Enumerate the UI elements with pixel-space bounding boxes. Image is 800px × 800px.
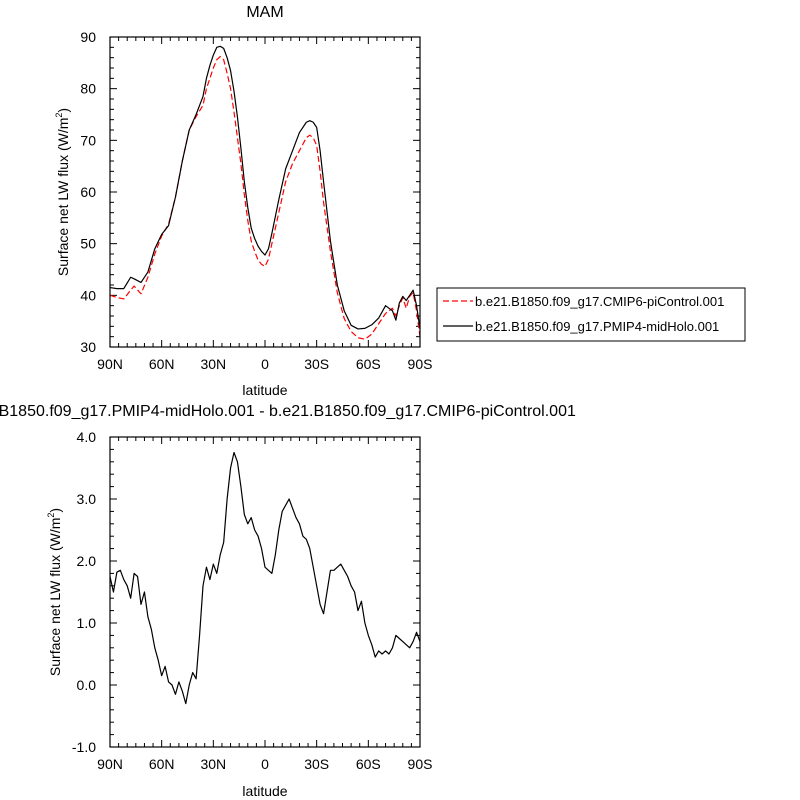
y-tick-label: 40 <box>80 287 96 303</box>
x-tick-label: 30S <box>304 756 329 772</box>
y-tick-label: 90 <box>80 29 96 45</box>
y-axis-label-superscript: 2 <box>46 513 56 518</box>
y-axis-label-main: Surface net LW flux (W/m <box>55 118 71 276</box>
series-line-0 <box>109 56 421 340</box>
y-axis-label-main: Surface net LW flux (W/m <box>47 518 63 676</box>
x-tick-label: 0 <box>261 356 269 372</box>
panel-bottom: b.e21.B1850.f09_g17.PMIP4-midHolo.001 - … <box>0 403 576 799</box>
y-tick-label: 80 <box>80 81 96 97</box>
y-tick-label: 0.0 <box>77 677 97 693</box>
panel-top: MAM 90N 60N 30N 0 30S 60S 90S 30 40 50 60 70 80 90 la… <box>54 4 746 398</box>
y-tick-label: 1.0 <box>77 615 97 631</box>
x-tick-label: 0 <box>261 756 269 772</box>
y-tick-label: 60 <box>80 184 96 200</box>
x-tick-label: 60N <box>149 756 175 772</box>
series-line-0 <box>109 451 421 705</box>
y-axis-label-superscript: 2 <box>54 113 64 118</box>
chart-title: MAM <box>246 4 283 21</box>
plot-frame <box>109 36 421 348</box>
x-tick-label: 90S <box>408 756 433 772</box>
y-tick-label: 70 <box>80 132 96 148</box>
x-tick-label: 60N <box>149 356 175 372</box>
legend: b.e21.B1850.f09_g17.CMIP6-piControl.001 … <box>436 287 746 342</box>
y-tick-label: 30 <box>80 339 96 355</box>
x-tick-label: 30N <box>200 756 226 772</box>
y-axis-label: Surface net LW flux (W/m2) <box>46 508 63 676</box>
x-tick-label: 30S <box>304 356 329 372</box>
y-axis-label: Surface net LW flux (W/m2) <box>54 108 71 276</box>
x-tick-label: 30N <box>200 356 226 372</box>
x-tick-label: 60S <box>356 356 381 372</box>
legend-box <box>436 287 746 342</box>
series-line-1 <box>109 45 421 330</box>
series-layer <box>109 451 421 705</box>
x-tick-label: 90S <box>408 356 433 372</box>
x-axis-label: latitude <box>242 382 287 398</box>
plot-frame <box>109 436 421 748</box>
y-axis-label-close: ) <box>47 508 63 513</box>
y-tick-label: 4.0 <box>77 429 97 445</box>
series-layer <box>109 45 421 340</box>
chart-title: b.e21.B1850.f09_g17.PMIP4-midHolo.001 - … <box>0 403 576 420</box>
tick-layer: 90N 60N 30N 0 30S 60S 90S -1.0 0.0 1.0 2.0 3.0 4.0 <box>72 429 433 772</box>
x-tick-label: 90N <box>97 756 123 772</box>
x-axis-label: latitude <box>242 783 287 799</box>
x-tick-label: 90N <box>97 356 123 372</box>
y-tick-label: 50 <box>80 236 96 252</box>
y-tick-label: -1.0 <box>72 739 96 755</box>
tick-layer: 90N 60N 30N 0 30S 60S 90S 30 40 50 60 70 80 90 <box>80 29 432 372</box>
y-tick-label: 3.0 <box>77 491 97 507</box>
legend-entry-midholo: b.e21.B1850.f09_g17.PMIP4-midHolo.001 <box>475 319 719 334</box>
x-tick-label: 60S <box>356 756 381 772</box>
y-tick-label: 2.0 <box>77 553 97 569</box>
y-axis-label-close: ) <box>55 108 71 113</box>
legend-entry-picontrol: b.e21.B1850.f09_g17.CMIP6-piControl.001 <box>475 294 724 309</box>
